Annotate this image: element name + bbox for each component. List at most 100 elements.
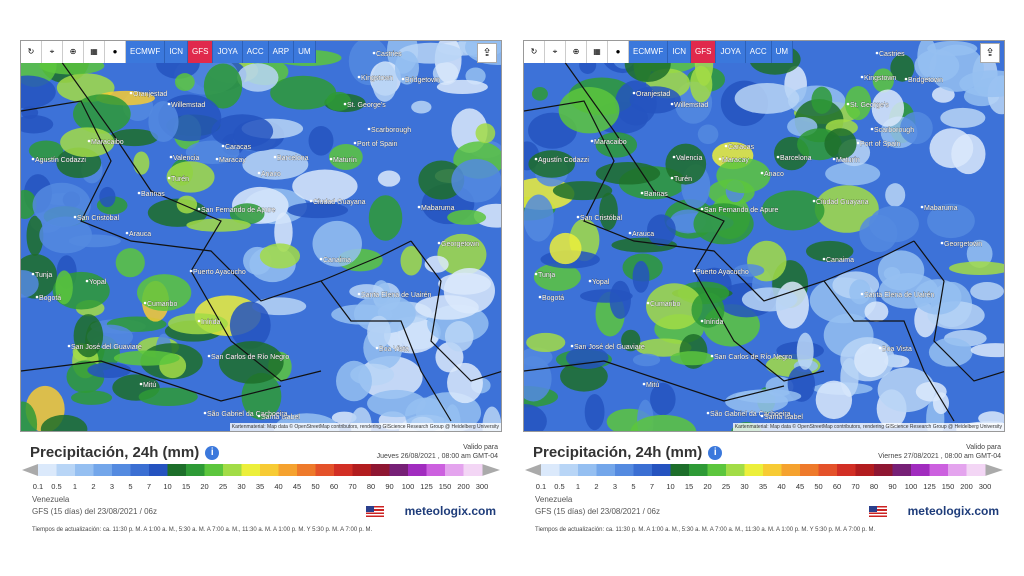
- tool-button[interactable]: ⌖: [42, 41, 63, 63]
- city-dot: [257, 171, 261, 175]
- rain-area: [629, 86, 681, 114]
- model-button[interactable]: ACC: [745, 41, 772, 63]
- rain-area: [646, 283, 703, 330]
- city-dot: [215, 157, 219, 161]
- scale-label: 40: [274, 482, 282, 491]
- city-dot: [822, 257, 826, 261]
- model-button[interactable]: ACC: [242, 41, 269, 63]
- rain-area: [418, 160, 465, 200]
- city-dot: [710, 354, 714, 358]
- info-icon[interactable]: i: [205, 446, 220, 460]
- scale-swatch: [541, 464, 560, 476]
- tool-button[interactable]: ▦: [587, 41, 608, 63]
- model-button[interactable]: GFS: [188, 41, 214, 63]
- scale-label: 30: [740, 482, 748, 491]
- city-dot: [860, 292, 864, 296]
- rain-area: [845, 86, 872, 121]
- city-dot: [67, 344, 71, 348]
- city-label: Puerto Ayacucho: [193, 269, 246, 276]
- share-button[interactable]: ⇪: [477, 43, 497, 63]
- city-dot: [776, 155, 780, 159]
- tool-button[interactable]: ●: [105, 41, 126, 63]
- model-run: GFS (15 días) del 23/08/2021 / 06z: [535, 507, 660, 516]
- tool-button[interactable]: ⊕: [566, 41, 587, 63]
- valid-date: Viernes 27/08/2021 , 08:00 am GMT-04: [878, 453, 1001, 460]
- tool-button[interactable]: ⊕: [63, 41, 84, 63]
- city-label: Anaco: [764, 171, 784, 178]
- city-label: Santa Isabel: [261, 414, 300, 421]
- scale-label: 15: [182, 482, 190, 491]
- rain-area: [877, 367, 936, 413]
- rain-area: [270, 75, 337, 110]
- rain-area: [26, 215, 44, 256]
- scale-swatch: [186, 464, 205, 476]
- tool-button[interactable]: ●: [608, 41, 629, 63]
- city-label: Barcelona: [780, 155, 812, 162]
- rain-area: [951, 133, 986, 175]
- scale-swatch: [596, 464, 616, 476]
- model-button[interactable]: ICN: [165, 41, 188, 63]
- rain-area: [814, 185, 879, 233]
- model-button[interactable]: UM: [294, 41, 316, 63]
- city-label: Ciudad Guayana: [816, 199, 869, 206]
- city-label: Port of Spain: [860, 141, 901, 148]
- model-button[interactable]: ECMWF: [126, 41, 166, 63]
- border: [913, 240, 1004, 382]
- tool-button[interactable]: ⌖: [545, 41, 566, 63]
- city-label: San Fernando de Apure: [201, 207, 275, 214]
- city-dot: [137, 191, 141, 195]
- city-dot: [329, 157, 333, 161]
- city-label: Barinas: [141, 191, 165, 198]
- city-label: Canaima: [826, 257, 854, 264]
- info-icon[interactable]: i: [708, 446, 723, 460]
- model-button[interactable]: ECMWF: [629, 41, 669, 63]
- city-label: Puerto Ayacucho: [696, 269, 749, 276]
- rain-area: [287, 202, 349, 219]
- city-dot: [343, 102, 347, 106]
- model-button[interactable]: ICN: [668, 41, 691, 63]
- tool-button[interactable]: ↻: [21, 41, 42, 63]
- model-button[interactable]: JOYA: [213, 41, 243, 63]
- scale-arrow: [985, 464, 1003, 476]
- precipitation-map: Castries Kingstown Bridgetown Oranjestad Wil…: [21, 41, 501, 431]
- city-dot: [904, 77, 908, 81]
- city-label: Mitú: [646, 382, 659, 389]
- city-dot: [257, 414, 261, 418]
- model-button[interactable]: JOYA: [716, 41, 746, 63]
- rain-area: [871, 89, 905, 127]
- rain-area: [166, 161, 215, 193]
- tool-button[interactable]: ↻: [524, 41, 545, 63]
- scale-label: 25: [722, 482, 730, 491]
- share-button[interactable]: ⇪: [980, 43, 1000, 63]
- model-button[interactable]: ARP: [268, 41, 295, 63]
- valid-box: Valido para Jueves 26/08/2021 , 08:00 am …: [377, 443, 498, 461]
- model-button[interactable]: UM: [771, 41, 794, 63]
- city-dot: [870, 127, 874, 131]
- city-label: San Carlos de Río Negro: [714, 354, 792, 361]
- city-dot: [139, 382, 143, 386]
- scale-swatch: [352, 464, 372, 476]
- rain-area: [308, 125, 334, 156]
- rain-area: [394, 51, 420, 85]
- rain-area: [32, 182, 91, 228]
- rain-area: [21, 75, 56, 109]
- rain-area: [885, 183, 906, 207]
- city-label: Valencia: [173, 155, 199, 162]
- tool-button[interactable]: ▦: [84, 41, 105, 63]
- scale-swatch: [130, 464, 150, 476]
- scale-label: 30: [237, 482, 245, 491]
- brand: meteologix.com: [404, 504, 496, 518]
- scale-swatch: [800, 464, 819, 476]
- city-label: Santa Elena de Uairén: [864, 292, 935, 299]
- rain-area: [475, 123, 496, 144]
- city-dot: [570, 344, 574, 348]
- rain-area: [580, 289, 633, 303]
- model-button[interactable]: GFS: [691, 41, 717, 63]
- border: [21, 360, 282, 402]
- map: Castries Kingstown Bridgetown Oranjestad Wil…: [20, 40, 502, 432]
- city-label: Bridgetown: [405, 77, 440, 84]
- city-label: Arauca: [129, 231, 151, 238]
- rain-area: [229, 203, 265, 225]
- scale-swatch: [670, 464, 690, 476]
